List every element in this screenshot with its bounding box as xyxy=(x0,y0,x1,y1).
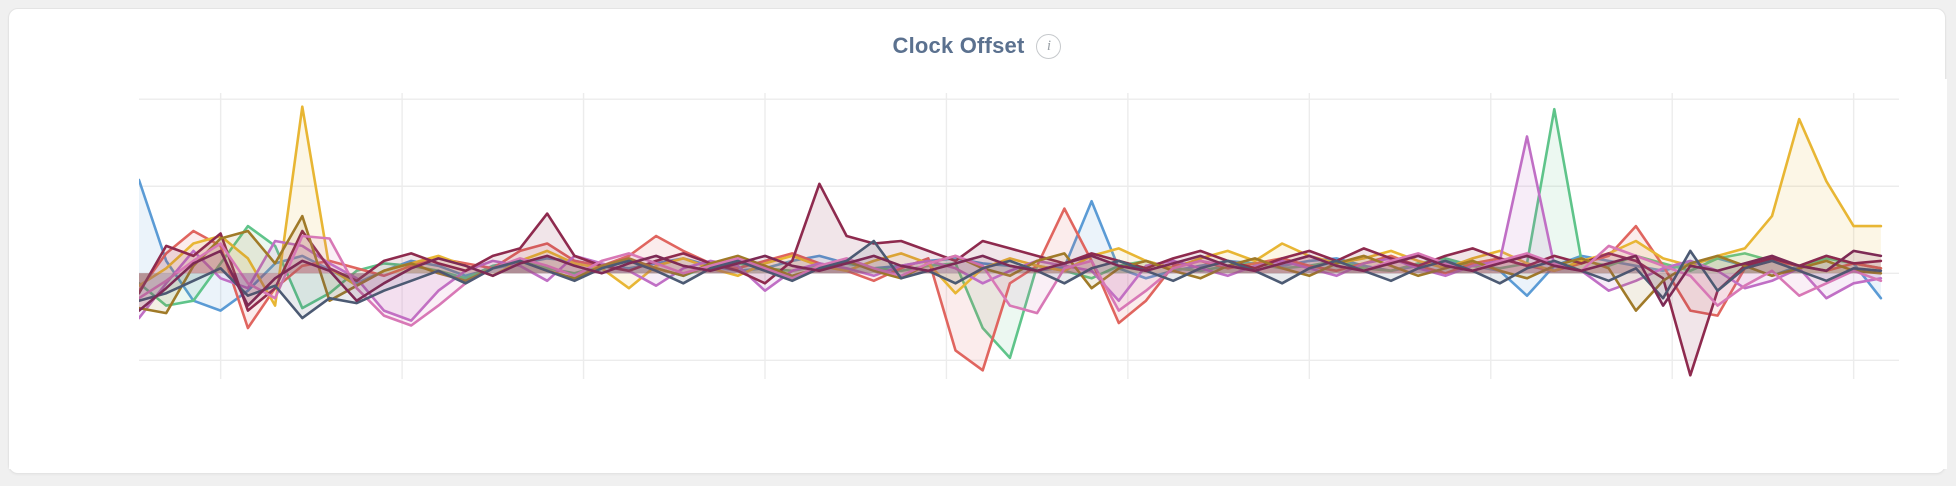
series-line[interactable] xyxy=(137,182,1883,377)
line-chart-svg xyxy=(9,79,1947,469)
series-line[interactable] xyxy=(137,135,1883,322)
series-line[interactable] xyxy=(137,234,1883,327)
page-title: Clock Offset xyxy=(892,33,1025,58)
info-circle-icon[interactable]: i xyxy=(1036,33,1062,59)
series-line[interactable] xyxy=(137,105,1883,307)
series-line[interactable] xyxy=(137,249,1883,312)
card-header: Clock Offset i xyxy=(9,33,1945,59)
clock-offset-card: Clock Offset i offset (μs) 140700-70 17:… xyxy=(8,8,1947,474)
series-area xyxy=(139,236,1881,326)
series-line[interactable] xyxy=(137,239,1883,320)
chart-plot-area: offset (μs) 140700-70 17:4417:4517:4617:… xyxy=(9,79,1947,469)
